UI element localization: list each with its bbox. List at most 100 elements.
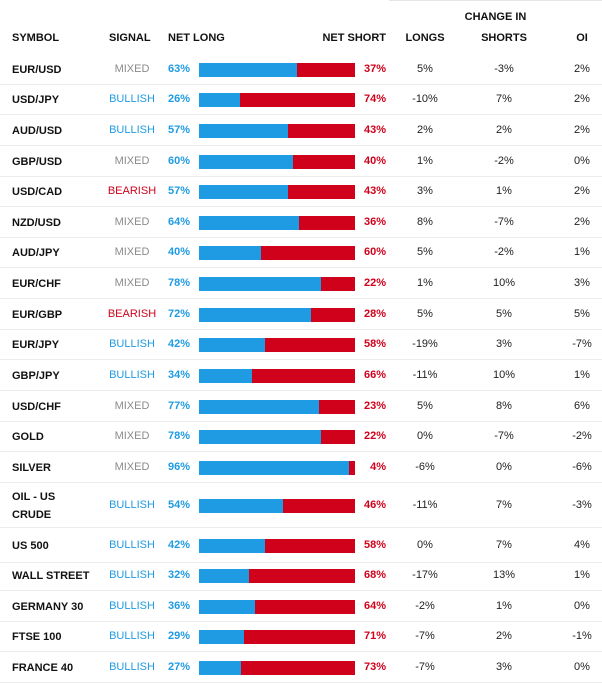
net-short-value: 58% xyxy=(363,338,386,350)
symbol-cell[interactable]: OIL - US CRUDE xyxy=(12,488,55,524)
row-divider xyxy=(0,176,602,177)
change-oi-cell: -1% xyxy=(572,630,592,642)
sentiment-bar xyxy=(199,539,355,553)
change-in-header: CHANGE IN xyxy=(464,11,527,23)
change-longs-cell: 1% xyxy=(417,277,433,289)
net-long-header: NET LONG xyxy=(168,32,225,44)
signal-cell: MIXED xyxy=(114,461,150,473)
net-long-value: 29% xyxy=(168,630,191,642)
change-oi-cell: -3% xyxy=(572,499,592,511)
symbol-cell[interactable]: WALL STREET xyxy=(12,570,90,582)
net-long-value: 34% xyxy=(168,369,191,381)
symbol-cell[interactable]: EUR/CHF xyxy=(12,278,61,290)
signal-cell: BULLISH xyxy=(109,369,155,381)
change-shorts-cell: -3% xyxy=(494,63,514,75)
table-row: AUD/JPY MIXED 40% 60% 5% -2% 1% xyxy=(0,238,602,268)
table-row: FRANCE 40 BULLISH 27% 73% -7% 3% 0% xyxy=(0,652,602,683)
change-oi-cell: 5% xyxy=(574,308,590,320)
net-short-value: 66% xyxy=(363,369,386,381)
sentiment-bar xyxy=(199,430,355,444)
sentiment-bar xyxy=(199,461,355,475)
signal-cell: BULLISH xyxy=(109,93,155,105)
row-divider xyxy=(0,114,602,115)
sentiment-bar xyxy=(199,499,355,513)
net-long-value: 54% xyxy=(168,499,191,511)
long-fill xyxy=(199,499,284,513)
net-long-value: 96% xyxy=(168,461,191,473)
table-row: EUR/CHF MIXED 78% 22% 1% 10% 3% xyxy=(0,268,602,299)
change-shorts-cell: 7% xyxy=(496,93,512,105)
row-divider xyxy=(0,206,602,207)
signal-cell: BULLISH xyxy=(109,600,155,612)
symbol-cell[interactable]: EUR/GBP xyxy=(12,309,63,321)
long-fill xyxy=(199,461,349,475)
row-divider xyxy=(0,590,602,591)
net-long-value: 77% xyxy=(168,400,191,412)
symbol-cell[interactable]: NZD/USD xyxy=(12,217,61,229)
net-short-value: 64% xyxy=(363,600,386,612)
signal-cell: BULLISH xyxy=(109,338,155,350)
net-long-value: 40% xyxy=(168,246,191,258)
symbol-cell[interactable]: EUR/USD xyxy=(12,64,62,76)
change-oi-cell: 0% xyxy=(574,155,590,167)
change-oi-cell: 1% xyxy=(574,246,590,258)
change-shorts-cell: 2% xyxy=(496,124,512,136)
long-fill xyxy=(199,246,262,260)
symbol-cell[interactable]: AUD/USD xyxy=(12,125,63,137)
change-shorts-cell: 7% xyxy=(496,539,512,551)
net-short-value: 36% xyxy=(363,216,386,228)
symbol-cell[interactable]: AUD/JPY xyxy=(12,247,60,259)
change-oi-cell: 2% xyxy=(574,63,590,75)
sentiment-bar xyxy=(199,600,355,614)
table-row: USD/CAD BEARISH 57% 43% 3% 1% 2% xyxy=(0,177,602,207)
table-row: GOLD MIXED 78% 22% 0% -7% -2% xyxy=(0,422,602,452)
long-fill xyxy=(199,569,249,583)
symbol-cell[interactable]: USD/CHF xyxy=(12,401,61,413)
change-longs-cell: 5% xyxy=(417,308,433,320)
net-short-value: 43% xyxy=(363,185,386,197)
symbol-cell[interactable]: FRANCE 40 xyxy=(12,662,74,674)
symbol-line: CRUDE xyxy=(12,509,52,521)
symbol-cell[interactable]: FTSE 100 xyxy=(12,631,62,643)
symbol-cell[interactable]: GBP/JPY xyxy=(12,370,60,382)
symbol-cell[interactable]: EUR/JPY xyxy=(12,339,60,351)
sentiment-bar xyxy=(199,369,355,383)
row-divider xyxy=(0,527,602,528)
symbol-cell[interactable]: GBP/USD xyxy=(12,156,63,168)
long-fill xyxy=(199,600,256,614)
change-oi-cell: -7% xyxy=(572,338,592,350)
symbol-cell[interactable]: US 500 xyxy=(12,540,49,552)
net-long-value: 42% xyxy=(168,338,191,350)
long-fill xyxy=(199,630,245,644)
table-row: AUD/USD BULLISH 57% 43% 2% 2% 2% xyxy=(0,115,602,146)
symbol-cell[interactable]: SILVER xyxy=(12,462,51,474)
net-short-value: 60% xyxy=(363,246,386,258)
change-oi-cell: 2% xyxy=(574,124,590,136)
net-long-value: 60% xyxy=(168,155,191,167)
symbol-cell[interactable]: USD/JPY xyxy=(12,94,60,106)
table-row: USD/CHF MIXED 77% 23% 5% 8% 6% xyxy=(0,391,602,422)
change-longs-cell: -17% xyxy=(412,569,438,581)
long-fill xyxy=(199,338,265,352)
net-long-value: 42% xyxy=(168,539,191,551)
long-fill xyxy=(199,369,253,383)
symbol-cell[interactable]: USD/CAD xyxy=(12,186,63,198)
signal-header: SIGNAL xyxy=(109,32,151,44)
symbol-cell[interactable]: GOLD xyxy=(12,431,44,443)
net-short-value: 71% xyxy=(363,630,386,642)
long-fill xyxy=(199,430,321,444)
row-divider xyxy=(0,451,602,452)
change-shorts-cell: 1% xyxy=(496,185,512,197)
row-divider xyxy=(0,237,602,238)
change-oi-cell: 2% xyxy=(574,93,590,105)
long-fill xyxy=(199,277,321,291)
oi-header: OI xyxy=(576,32,588,44)
change-shorts-cell: 0% xyxy=(496,461,512,473)
symbol-cell[interactable]: GERMANY 30 xyxy=(12,601,84,613)
change-longs-cell: -6% xyxy=(415,461,435,473)
change-longs-cell: 5% xyxy=(417,63,433,75)
net-long-value: 63% xyxy=(168,63,191,75)
signal-cell: BULLISH xyxy=(109,539,155,551)
change-oi-cell: 1% xyxy=(574,369,590,381)
